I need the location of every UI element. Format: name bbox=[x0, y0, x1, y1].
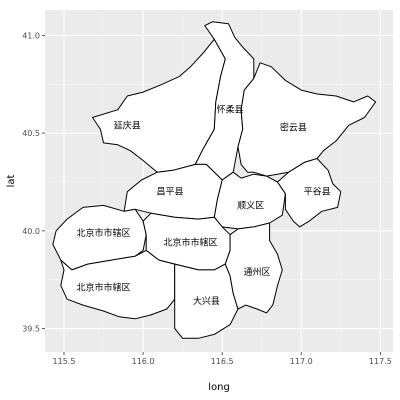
y-tick-label: 41.0 bbox=[22, 31, 40, 40]
region-label: 怀柔县 bbox=[217, 104, 244, 116]
x-tick-label: 116.0 bbox=[132, 357, 155, 366]
region-label: 北京市市辖区 bbox=[77, 227, 131, 239]
y-tick-label: 40.5 bbox=[22, 129, 40, 138]
x-axis: 115.5 116.0 116.5 117.0 117.5 bbox=[53, 352, 392, 366]
region-label: 大兴县 bbox=[193, 295, 220, 307]
region-label: 顺义区 bbox=[237, 200, 264, 211]
x-tick-label: 117.5 bbox=[369, 357, 392, 366]
y-tick-label: 39.5 bbox=[22, 325, 40, 334]
x-axis-title: long bbox=[208, 382, 230, 393]
x-tick-label: 117.0 bbox=[290, 357, 313, 366]
region-labels: 延庆县怀柔县密云县昌平县顺义区平谷县北京市市辖区北京市市辖区北京市市辖区大兴县通… bbox=[77, 104, 331, 308]
region-label: 北京市市辖区 bbox=[164, 237, 218, 249]
y-axis: 39.5 40.0 40.5 41.0 bbox=[22, 31, 45, 334]
x-tick-label: 115.5 bbox=[53, 357, 76, 366]
y-axis-title: lat bbox=[6, 175, 17, 188]
region-shape bbox=[60, 249, 176, 320]
region-label: 密云县 bbox=[280, 121, 307, 133]
region-outlines bbox=[52, 21, 377, 339]
region-label: 延庆县 bbox=[114, 119, 141, 131]
region-label: 昌平县 bbox=[156, 187, 183, 198]
region-shape bbox=[174, 263, 239, 339]
y-tick-label: 40.0 bbox=[22, 227, 40, 236]
region-label: 北京市市辖区 bbox=[77, 282, 131, 294]
region-shape bbox=[277, 158, 342, 228]
region-label: 通州区 bbox=[243, 267, 270, 278]
region-label: 平谷县 bbox=[304, 187, 331, 198]
region-shape bbox=[224, 222, 283, 314]
x-tick-label: 116.5 bbox=[211, 357, 234, 366]
region-shape bbox=[237, 62, 377, 177]
